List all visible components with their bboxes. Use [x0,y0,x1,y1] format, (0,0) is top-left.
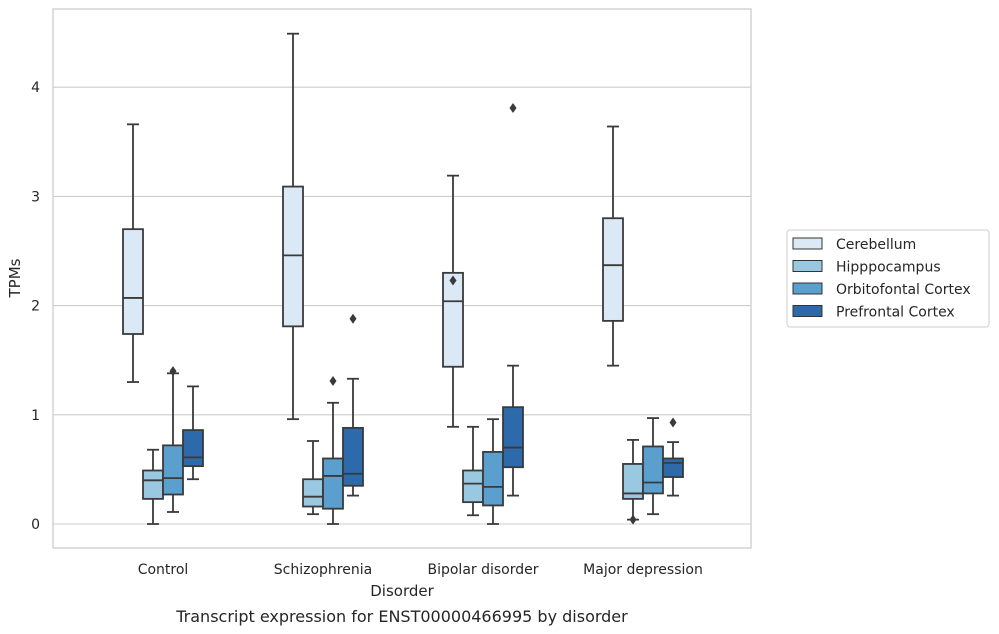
outlier-point-0 [509,102,517,113]
box-iqr [162,444,184,496]
x-axis-title: Disorder [370,582,434,600]
box-iqr [442,271,464,368]
x-tick-labels: Control Schizophrenia Bipolar disorder Majo… [138,562,703,578]
legend-frame [786,229,990,328]
box-iqr [462,469,484,504]
outlier-point-0 [169,366,177,377]
grid-lines [53,86,751,525]
legend-label-2: Orbitofontal Cortex [836,282,971,298]
outlier-point-0 [329,375,337,386]
y-tick-label-1: 1 [31,408,40,424]
legend-swatch-3 [792,305,823,317]
y-tick-labels: 0 1 2 3 4 [31,80,40,533]
box-iqr [282,185,304,328]
box-2-2 [482,418,504,525]
box-iqr [502,406,524,469]
box-iqr [662,457,684,478]
legend-label-1: Hipppocampus [836,260,941,276]
x-tick-label-0: Control [138,562,189,578]
box-3-3 [662,417,684,497]
y-tick-label-4: 4 [31,80,40,96]
legend-label-3: Prefrontal Cortex [836,305,955,321]
box-2-0 [162,366,184,513]
box-iqr [142,469,164,500]
box-iqr [482,451,504,507]
box-iqr [322,457,344,510]
box-2-1 [322,375,344,525]
chart-caption: Transcript expression for ENST0000046699… [175,607,628,626]
box-iqr [122,228,144,335]
box-0-0 [122,123,144,383]
y-tick-label-2: 2 [31,299,40,315]
box-3-2 [502,102,524,497]
box-0-1 [282,32,304,421]
x-tick-label-3: Major depression [583,562,703,578]
y-axis-title: TPMs [6,258,24,298]
box-iqr [182,429,204,468]
box-0-3 [602,125,624,367]
outlier-point-0 [669,417,677,428]
outlier-point-0 [349,313,357,324]
y-tick-label-3: 3 [31,189,40,205]
x-tick-label-2: Bipolar disorder [427,562,538,578]
legend-swatch-1 [792,260,823,272]
outlier-point-0 [629,514,637,525]
legend-swatch-0 [792,237,823,250]
y-tick-label-0: 0 [31,517,40,533]
box-3-0 [182,385,204,481]
legend: Cerebellum Hipppocampus Orbitofontal Corte… [786,229,990,328]
box-plots [122,32,684,525]
box-1-0 [142,448,164,525]
box-iqr [602,217,624,322]
x-tick-label-1: Schizophrenia [274,562,372,578]
legend-label-0: Cerebellum [836,237,916,253]
box-2-3 [642,417,664,516]
box-1-2 [462,425,484,517]
outlier-point-0 [449,275,457,286]
legend-swatch-2 [792,282,823,295]
box-3-1 [342,313,364,497]
box-iqr [642,445,664,495]
box-iqr [342,427,364,487]
box-0-2 [442,174,464,428]
box-iqr [302,478,324,508]
